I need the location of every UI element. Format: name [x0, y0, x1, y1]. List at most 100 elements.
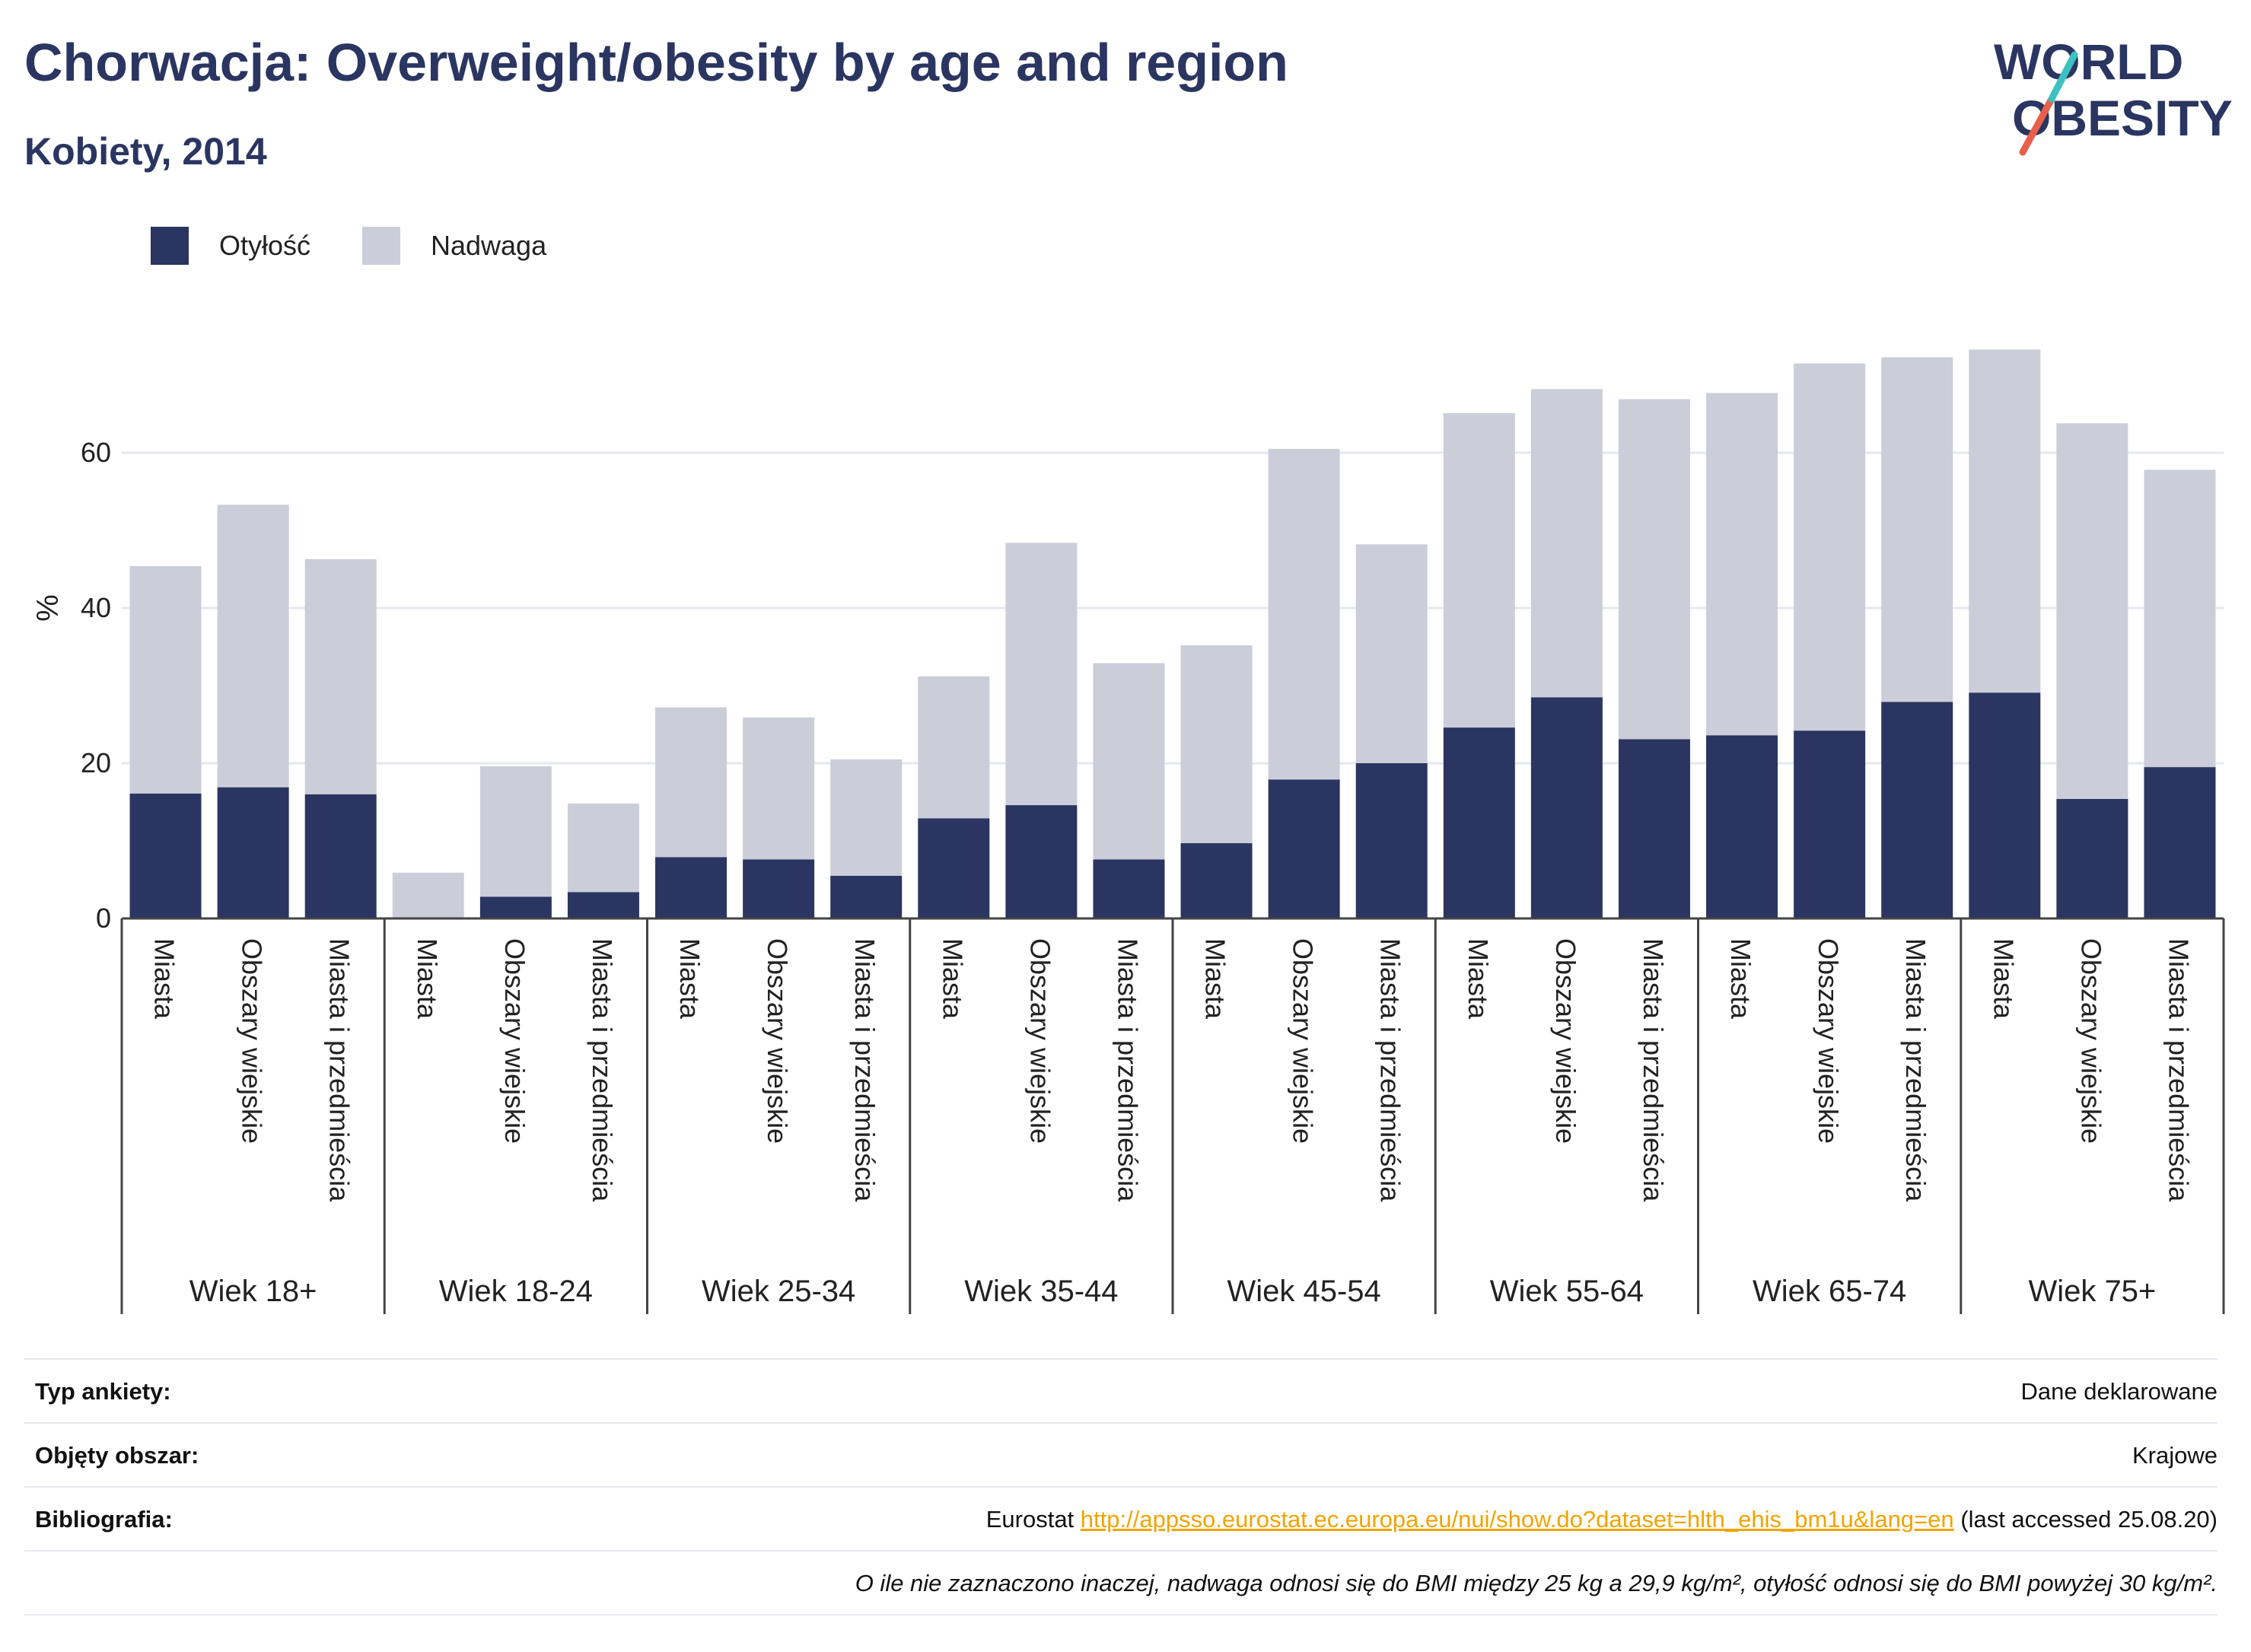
- footer-row-note: O ile nie zaznaczono inaczej, nadwaga od…: [24, 1550, 2218, 1615]
- x-category-label: Obszary wiejskie: [2075, 938, 2106, 1144]
- bar-overweight: [217, 505, 289, 788]
- bar-overweight: [1093, 663, 1165, 860]
- footer-note: O ile nie zaznaczono inaczej, nadwaga od…: [855, 1570, 2218, 1596]
- bar-obesity: [1530, 697, 1603, 918]
- page-subtitle: Kobiety, 2014: [24, 130, 267, 173]
- bar-obesity: [1969, 692, 2041, 918]
- x-category-label: Miasta i przedmieścia: [849, 938, 880, 1202]
- bar-obesity: [2144, 767, 2216, 918]
- logo-slash-red: [2019, 95, 2055, 156]
- bar-obesity: [1618, 739, 1690, 918]
- footer-value: Eurostat http://appsso.eurostat.ec.europ…: [986, 1506, 2218, 1533]
- x-category-label: Obszary wiejskie: [1288, 938, 1319, 1144]
- x-category-label: Miasta: [937, 938, 968, 1020]
- bar-obesity: [2056, 798, 2128, 918]
- bar-overweight: [655, 707, 728, 858]
- bar-obesity: [1881, 702, 1953, 918]
- bar-obesity: [567, 892, 639, 918]
- x-category-label: Obszary wiejskie: [237, 938, 268, 1144]
- y-tick-label: 20: [81, 747, 111, 778]
- bar-overweight: [1706, 393, 1778, 736]
- x-group-label: Wiek 18+: [189, 1275, 317, 1308]
- x-category-label: Miasta i przedmieścia: [1375, 938, 1406, 1202]
- x-category-label: Miasta i przedmieścia: [1638, 938, 1669, 1202]
- x-category-label: Obszary wiejskie: [1024, 938, 1055, 1144]
- bar-overweight: [392, 872, 464, 918]
- x-category-label: Obszary wiejskie: [1550, 938, 1581, 1144]
- y-tick-label: 0: [96, 902, 111, 934]
- legend-swatch-overweight: [362, 227, 400, 265]
- legend-label-obesity: Otyłość: [219, 230, 311, 261]
- bar-overweight: [1180, 645, 1253, 844]
- footer-value: Krajowe: [2132, 1442, 2218, 1469]
- x-group-label: Wiek 45-54: [1227, 1275, 1380, 1308]
- footer-row-area: Objęty obszar: Krajowe: [24, 1422, 2218, 1486]
- footer-key: Bibliografia:: [35, 1506, 173, 1533]
- x-category-label: Miasta: [1725, 938, 1756, 1020]
- x-category-label: Miasta i przedmieścia: [1112, 938, 1143, 1202]
- logo-line-1: WORLD: [1994, 33, 2183, 90]
- bar-obesity: [1268, 779, 1340, 918]
- bar-overweight: [1268, 448, 1340, 780]
- bar-overweight: [2144, 469, 2216, 768]
- bar-obesity: [479, 896, 552, 918]
- x-group-label: Wiek 55-64: [1490, 1275, 1644, 1308]
- bar-overweight: [304, 559, 377, 794]
- bar-overweight: [567, 804, 639, 893]
- bibliography-suffix: (last accessed 25.08.20): [1953, 1506, 2218, 1533]
- x-category-label: Obszary wiejskie: [762, 938, 793, 1144]
- bar-overweight: [1530, 389, 1603, 698]
- x-category-label: Miasta i przedmieścia: [1900, 938, 1931, 1202]
- x-category-label: Miasta i przedmieścia: [324, 938, 355, 1202]
- stacked-bar-chart: 0 20 40 60% Miasta Obszary wiejskie Miasta i p…: [31, 349, 2225, 1314]
- y-tick-label: 60: [81, 437, 111, 468]
- x-category-label: Miasta: [1200, 938, 1231, 1020]
- footer-key: Objęty obszar:: [35, 1442, 199, 1469]
- legend-swatch-obesity: [151, 227, 189, 265]
- footer-key: Typ ankiety:: [35, 1378, 171, 1405]
- page-title: Chorwacja: Overweight/obesity by age and…: [24, 33, 1288, 92]
- bar-overweight: [918, 676, 990, 819]
- bibliography-prefix: Eurostat: [985, 1506, 1081, 1533]
- bar-obesity: [304, 794, 377, 918]
- bar-overweight: [1969, 349, 2041, 693]
- bar-obesity: [1706, 735, 1778, 918]
- bar-obesity: [1355, 763, 1428, 918]
- x-category-label: Miasta: [674, 938, 705, 1020]
- bar-overweight: [1618, 399, 1690, 740]
- bar-overweight: [830, 759, 903, 876]
- bar-obesity: [655, 857, 728, 918]
- bar-obesity: [1794, 731, 1866, 918]
- bar-overweight: [2056, 423, 2128, 799]
- bar-overweight: [479, 766, 552, 897]
- bibliography-link[interactable]: http://appsso.eurostat.ec.europa.eu/nui/…: [1080, 1506, 1954, 1533]
- x-category-label: Miasta i przedmieścia: [587, 938, 618, 1202]
- bar-obesity: [830, 875, 903, 918]
- bar-obesity: [129, 793, 202, 918]
- bar-overweight: [743, 717, 815, 860]
- bar-obesity: [918, 818, 990, 918]
- footer-value: Dane deklarowane: [2020, 1378, 2218, 1405]
- y-axis-label: %: [31, 594, 65, 622]
- bar-obesity: [743, 859, 815, 918]
- x-category-label: Obszary wiejskie: [1813, 938, 1844, 1144]
- world-obesity-logo: WORLD OBESITY: [1994, 33, 2233, 156]
- bar-obesity: [1005, 805, 1078, 918]
- y-tick-label: 40: [81, 592, 111, 623]
- footer-row-survey-type: Typ ankiety: Dane deklarowane: [24, 1358, 2218, 1422]
- bar-overweight: [1443, 412, 1515, 728]
- logo-slash-teal: [2048, 51, 2078, 103]
- x-group-label: Wiek 18-24: [439, 1275, 593, 1308]
- x-category-label: Miasta: [1463, 938, 1494, 1020]
- x-category-label: Miasta: [412, 938, 443, 1020]
- x-group-label: Wiek 35-44: [964, 1275, 1118, 1308]
- bar-overweight: [1355, 544, 1428, 763]
- bar-obesity: [1093, 859, 1165, 918]
- bar-overweight: [1881, 357, 1953, 702]
- bar-overweight: [1005, 543, 1078, 806]
- x-category-label: Miasta: [149, 938, 180, 1020]
- x-category-label: Obszary wiejskie: [499, 938, 530, 1144]
- bar-obesity: [1443, 727, 1515, 918]
- bar-overweight: [1794, 363, 1866, 731]
- footer-row-bibliography: Bibliografia: Eurostat http://appsso.eur…: [24, 1486, 2218, 1550]
